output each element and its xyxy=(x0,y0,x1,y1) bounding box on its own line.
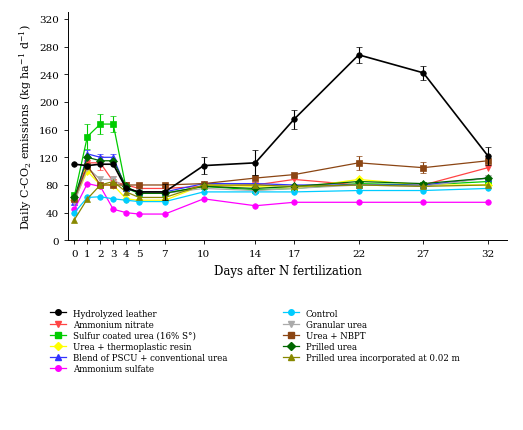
X-axis label: Days after N fertilization: Days after N fertilization xyxy=(214,264,361,277)
Y-axis label: Daily C-CO$_2$ emissions (kg ha$^{-1}$ d$^{-1}$): Daily C-CO$_2$ emissions (kg ha$^{-1}$ d… xyxy=(17,25,33,229)
Legend: Control, Granular urea, Urea + NBPT, Prilled urea, Prilled urea incorporated at : Control, Granular urea, Urea + NBPT, Pri… xyxy=(283,309,459,362)
